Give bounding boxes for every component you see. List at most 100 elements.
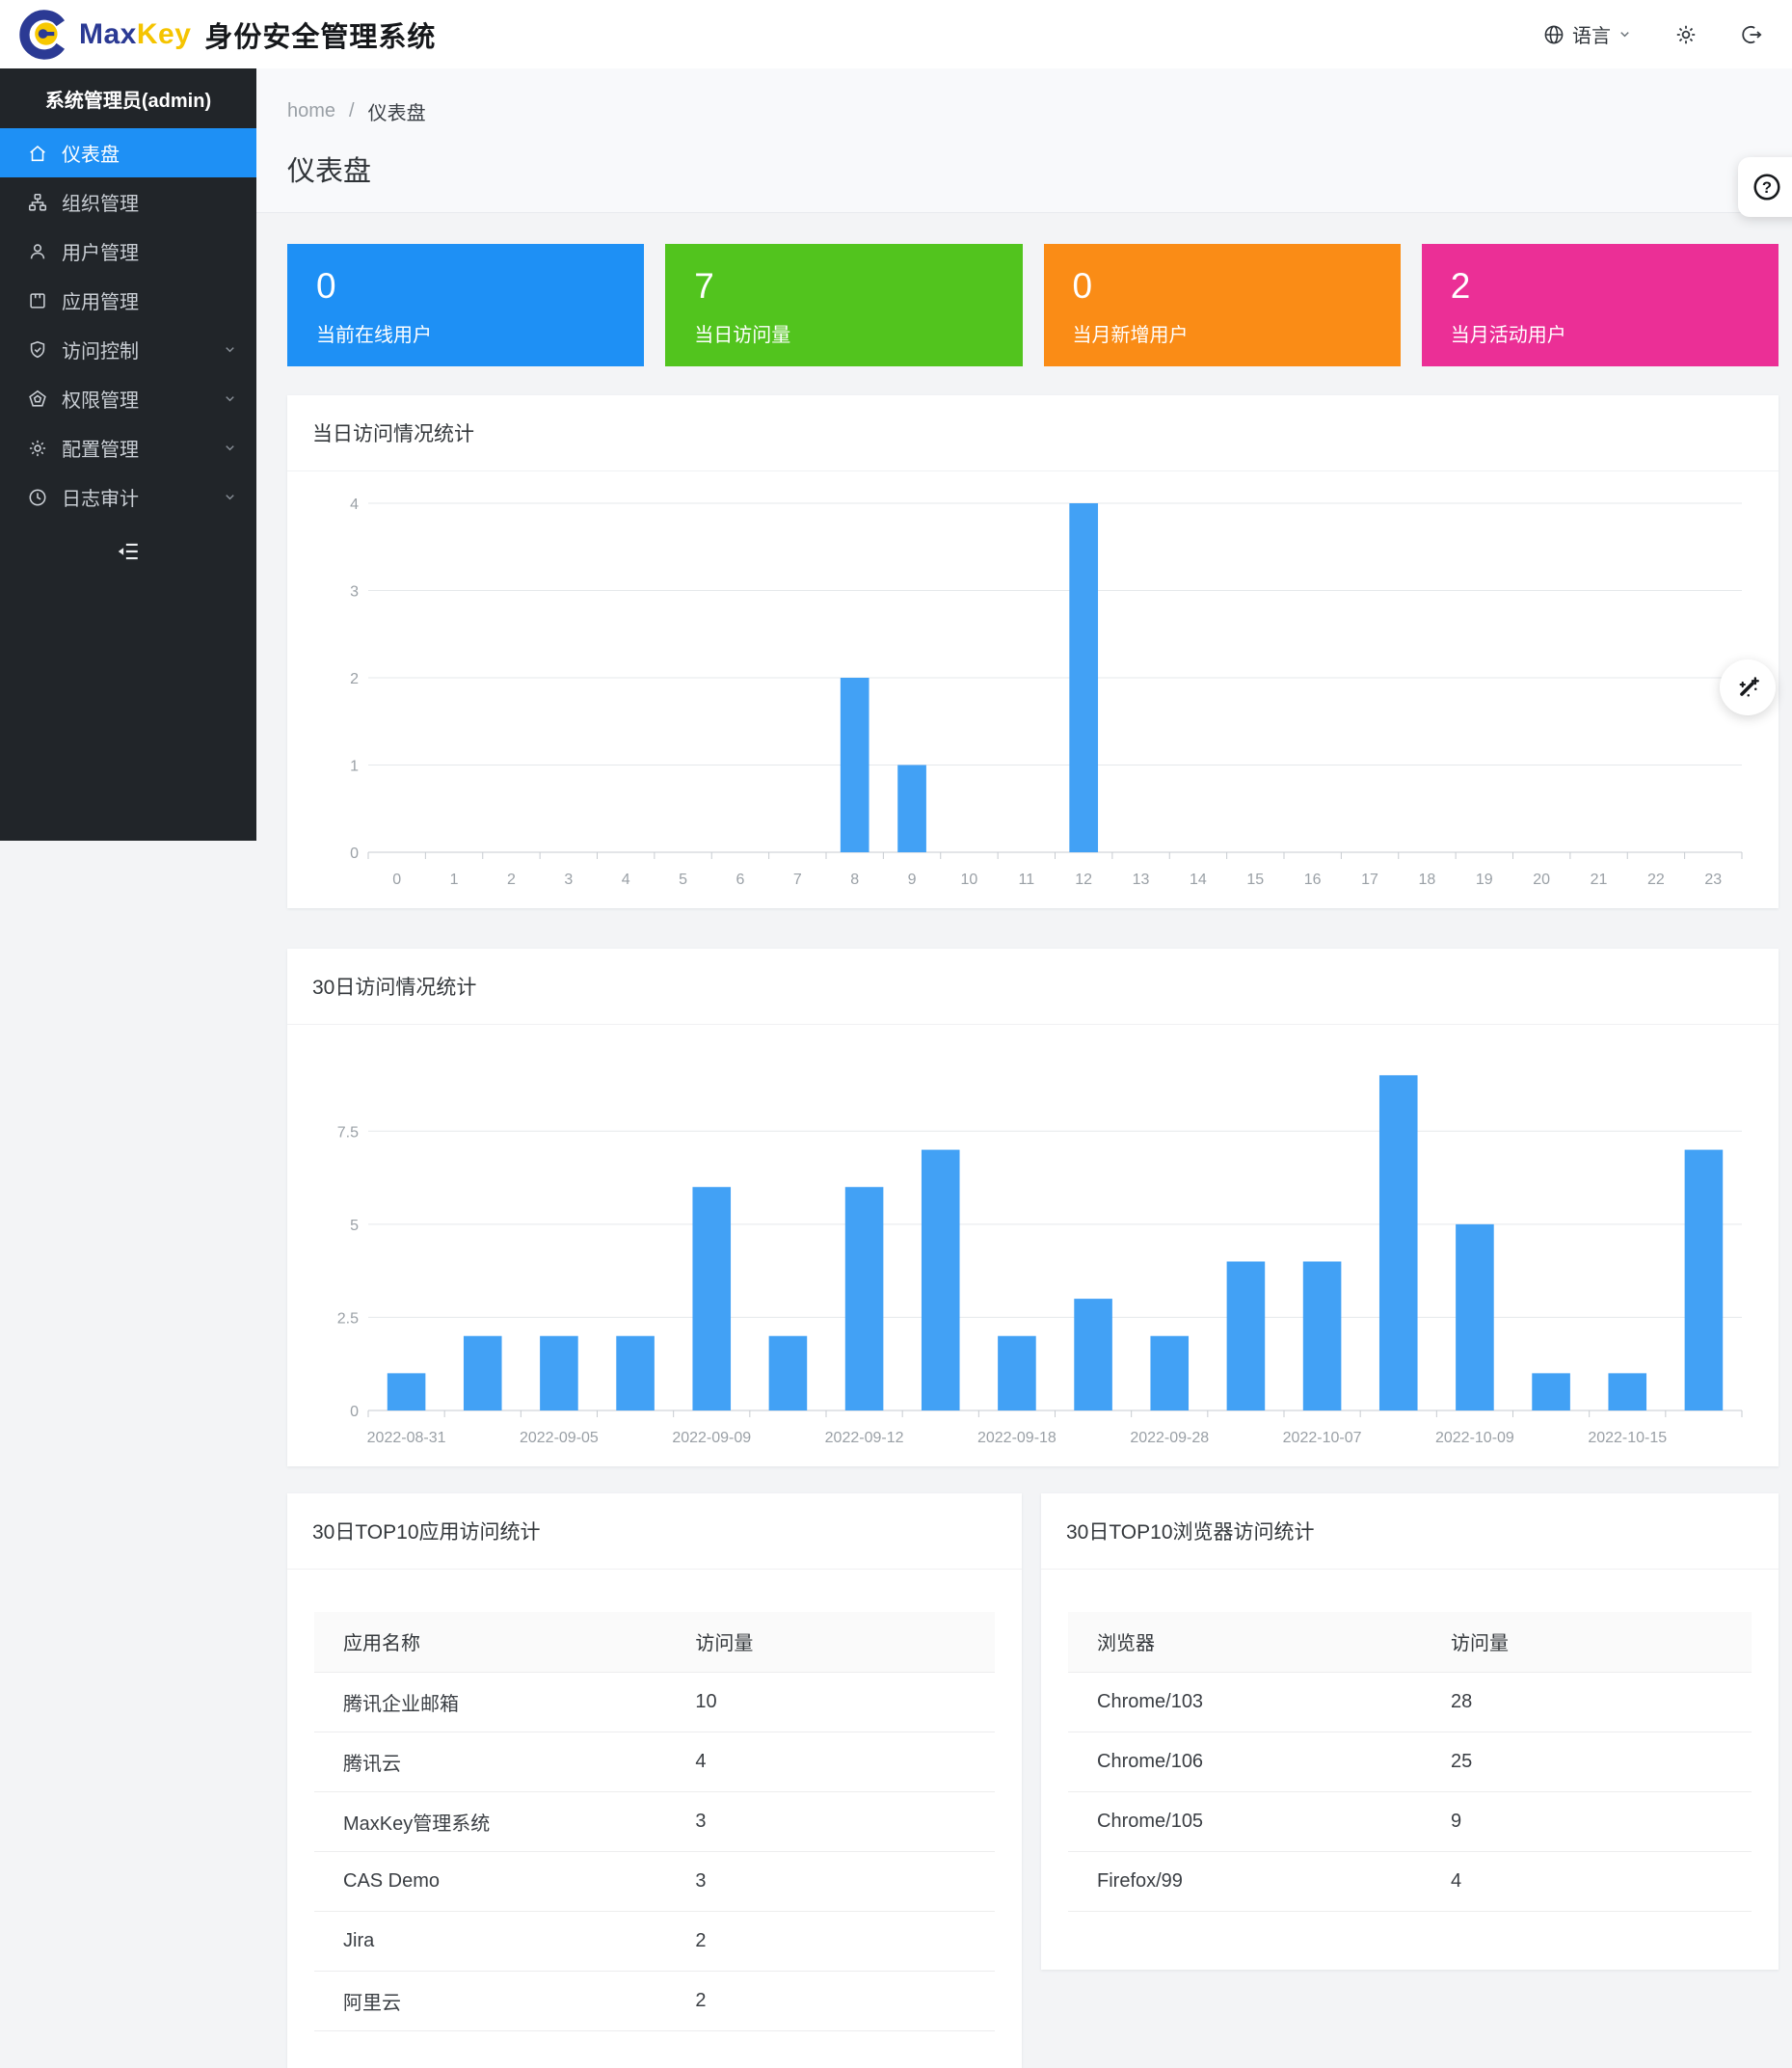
permission-icon [29, 389, 46, 407]
table-row: MaxKey管理系统 3 [314, 1791, 995, 1851]
svg-text:14: 14 [1190, 872, 1207, 888]
config-gear-icon [29, 440, 46, 456]
svg-text:3: 3 [564, 872, 573, 888]
tables-row: 30日TOP10应用访问统计 应用名称 访问量 腾讯企业邮箱 10 腾讯云 4 MaxK… [287, 1493, 1779, 2068]
language-dropdown[interactable]: 语言 [1542, 20, 1632, 48]
stat-cards-row: 0 当前在线用户 7 当日访问量 0 当月新增用户 2 当月活动用户 [287, 244, 1779, 366]
chart-title: 当日访问情况统计 [287, 395, 1779, 471]
home-icon [30, 145, 45, 161]
stat-label: 当月活动用户 [1450, 325, 1566, 346]
svg-text:7.5: 7.5 [337, 1124, 359, 1141]
table-title: 30日TOP10应用访问统计 [287, 1493, 1022, 1570]
stat-label: 当前在线用户 [316, 325, 432, 346]
chevron-down-icon [226, 396, 234, 402]
svg-text:2022-09-09: 2022-09-09 [672, 1430, 751, 1446]
breadcrumb-current: 仪表盘 [367, 103, 426, 124]
page-title: 仪表盘 [287, 156, 372, 187]
chevron-down-icon [1620, 32, 1629, 38]
sidebar-item-configuration[interactable]: 配置管理 [0, 423, 256, 472]
language-label: 语言 [1572, 26, 1611, 47]
table-row: 腾讯企业邮箱 10 [314, 1672, 995, 1732]
help-button[interactable]: ? [1738, 157, 1792, 217]
svg-text:20: 20 [1533, 872, 1550, 888]
svg-text:16: 16 [1304, 872, 1322, 888]
wand-icon [1739, 677, 1759, 697]
svg-text:22: 22 [1647, 872, 1665, 888]
table-header-row: 应用名称 访问量 [314, 1612, 995, 1672]
svg-text:2022-10-09: 2022-10-09 [1435, 1430, 1514, 1446]
top-browsers-table: 浏览器 访问量 Chrome/103 28 Chrome/106 25 Chrome/1… [1068, 1612, 1752, 1912]
logout-icon [1742, 25, 1762, 43]
sidebar-collapse-button[interactable] [0, 529, 256, 574]
breadcrumb: home / 仪表盘 [287, 97, 1761, 125]
svg-text:1: 1 [450, 872, 459, 888]
sidebar-item-label: 用户管理 [62, 243, 139, 264]
stat-value: 0 [1072, 266, 1093, 306]
sidebar-item-organization[interactable]: 组织管理 [0, 177, 256, 227]
sidebar-item-access-control[interactable]: 访问控制 [0, 325, 256, 374]
svg-text:2022-09-12: 2022-09-12 [825, 1430, 904, 1446]
svg-text:11: 11 [1019, 872, 1035, 888]
svg-text:2.5: 2.5 [337, 1310, 359, 1327]
sidebar-item-label: 应用管理 [62, 292, 139, 313]
column-header: 应用名称 [314, 1612, 696, 1672]
sidebar-item-audit[interactable]: 日志审计 [0, 472, 256, 522]
chevron-down-icon [226, 495, 234, 500]
help-icon: ? [1753, 174, 1780, 201]
table-row: 腾讯云 4 [314, 1732, 995, 1791]
table-row: Firefox/99 4 [1068, 1851, 1752, 1911]
logout-button[interactable] [1740, 23, 1763, 46]
svg-text:18: 18 [1419, 872, 1436, 888]
top-apps-table: 应用名称 访问量 腾讯企业邮箱 10 腾讯云 4 MaxKey管理系统 3 CAS Demo… [314, 1612, 995, 2031]
table-row: Chrome/106 25 [1068, 1732, 1752, 1791]
table-header-row: 浏览器 访问量 [1068, 1612, 1752, 1672]
sidebar-item-dashboard[interactable]: 仪表盘 [0, 128, 256, 177]
main-content: home / 仪表盘 仪表盘 0 当前在线用户 7 当日访问量 0 当月新增用户… [256, 68, 1792, 2068]
table-row: 阿里云 2 [314, 1971, 995, 2030]
svg-text:2022-10-07: 2022-10-07 [1283, 1430, 1362, 1446]
svg-text:12: 12 [1075, 872, 1092, 888]
svg-text:21: 21 [1591, 872, 1608, 888]
svg-text:4: 4 [622, 872, 630, 888]
svg-text:?: ? [1762, 178, 1772, 197]
sidebar-item-permissions[interactable]: 权限管理 [0, 374, 256, 423]
svg-text:5: 5 [350, 1218, 359, 1234]
collapse-icon [118, 543, 138, 560]
svg-text:5: 5 [679, 872, 687, 888]
svg-text:8: 8 [850, 872, 859, 888]
svg-text:0: 0 [350, 1404, 359, 1420]
stat-card-monthly-active-users: 2 当月活动用户 [1421, 244, 1779, 366]
sidebar-item-label: 权限管理 [62, 390, 139, 412]
admin-label: 系统管理员(admin) [44, 90, 212, 112]
svg-text:19: 19 [1476, 872, 1493, 888]
app-title: 身份安全管理系统 [204, 21, 437, 53]
top-apps-table-card: 30日TOP10应用访问统计 应用名称 访问量 腾讯企业邮箱 10 腾讯云 4 MaxK… [287, 1493, 1022, 2068]
stat-card-online-users: 0 当前在线用户 [287, 244, 645, 366]
sidebar-item-label: 配置管理 [62, 440, 139, 461]
svg-text:10: 10 [961, 872, 978, 888]
sidebar-item-users[interactable]: 用户管理 [0, 227, 256, 276]
shield-icon [30, 340, 45, 358]
table-row: Chrome/103 28 [1068, 1672, 1752, 1732]
settings-button[interactable] [1674, 23, 1698, 46]
table-row: CAS Demo 3 [314, 1851, 995, 1911]
stat-label: 当日访问量 [694, 325, 791, 346]
svg-text:17: 17 [1361, 872, 1378, 888]
theme-wand-button[interactable] [1720, 659, 1776, 715]
svg-text:2022-08-31: 2022-08-31 [367, 1430, 446, 1446]
svg-text:2022-09-28: 2022-09-28 [1130, 1430, 1209, 1446]
monthly-visits-chart-card: 30日访问情况统计 0 2.5 5 7.5 2022-08-31 2022-09-05 20… [287, 949, 1779, 1466]
svg-text:13: 13 [1133, 872, 1150, 888]
breadcrumb-home-link[interactable]: home [287, 100, 336, 121]
stat-value: 2 [1450, 266, 1471, 306]
chevron-down-icon [226, 347, 234, 353]
svg-text:9: 9 [908, 872, 917, 888]
sidebar-item-applications[interactable]: 应用管理 [0, 276, 256, 325]
svg-text:1: 1 [350, 759, 359, 775]
svg-text:2: 2 [507, 872, 516, 888]
svg-text:2022-10-15: 2022-10-15 [1588, 1430, 1667, 1446]
column-header: 访问量 [1451, 1612, 1752, 1672]
svg-text:23: 23 [1704, 872, 1722, 888]
svg-text:0: 0 [350, 846, 359, 862]
